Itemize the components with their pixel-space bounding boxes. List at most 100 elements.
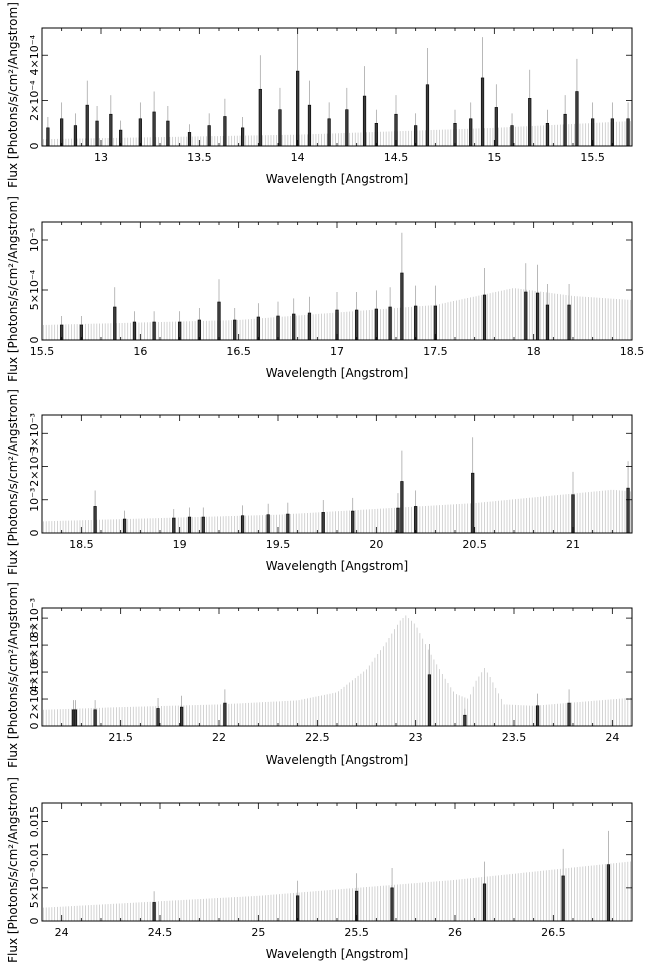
y-axis-label: Flux [Photons/s/cm²/Angstrom] bbox=[6, 389, 20, 575]
x-tick-label: 18 bbox=[527, 345, 541, 358]
x-tick-label: 18.5 bbox=[620, 345, 645, 358]
emission-line-16 bbox=[626, 487, 630, 534]
y-tick-label: 0.01 bbox=[28, 842, 41, 867]
emission-line-1 bbox=[46, 127, 50, 147]
continuum-model bbox=[43, 861, 631, 921]
y-tick-label: 0 bbox=[28, 530, 41, 537]
y-tick-label: 4×10⁻³ bbox=[28, 652, 41, 692]
emission-line-18 bbox=[307, 104, 312, 147]
emission-line-25 bbox=[425, 84, 430, 147]
emission-line-4 bbox=[85, 104, 89, 147]
emission-line-6 bbox=[561, 875, 565, 922]
x-tick-label: 17.5 bbox=[423, 345, 448, 358]
emission-line-30 bbox=[510, 125, 514, 147]
emission-line-10 bbox=[256, 316, 260, 341]
emission-line-5 bbox=[482, 883, 487, 922]
x-tick-label: 19 bbox=[173, 538, 187, 551]
emission-line-5 bbox=[152, 321, 156, 341]
x-tick-label: 19.5 bbox=[266, 538, 291, 551]
x-axis-label: Wavelength [Angstrom] bbox=[266, 366, 408, 380]
y-tick-label: 6×10⁻³ bbox=[28, 625, 41, 665]
emission-line-17 bbox=[296, 70, 300, 147]
y-tick-label: 5×10⁻⁴ bbox=[28, 269, 41, 310]
emission-line-5 bbox=[180, 706, 184, 727]
emission-line-9 bbox=[321, 512, 325, 534]
y-tick-label: 0.015 bbox=[28, 806, 41, 838]
emission-line-12 bbox=[400, 481, 404, 534]
y-tick-label: 2×10⁻³ bbox=[28, 446, 41, 486]
emission-line-2 bbox=[73, 709, 78, 727]
emission-line-4 bbox=[390, 887, 394, 922]
emission-line-2 bbox=[123, 518, 127, 534]
emission-line-10 bbox=[166, 120, 170, 147]
emission-line-27 bbox=[469, 118, 473, 147]
emission-line-5 bbox=[95, 120, 99, 147]
continuum-model bbox=[43, 121, 631, 146]
emission-line-8 bbox=[217, 301, 221, 341]
emission-line-37 bbox=[626, 118, 630, 147]
emission-line-4 bbox=[187, 516, 192, 534]
emission-line-16 bbox=[374, 308, 378, 341]
y-tick-label: 10⁻³ bbox=[28, 488, 41, 512]
x-tick-label: 26 bbox=[448, 926, 462, 939]
panel-4: 21.5 22 22.5 23 23.5 24 0 2×10⁻³4×10⁻³6×10⁻³8×1… bbox=[6, 582, 633, 768]
x-tick-label: 16.5 bbox=[226, 345, 251, 358]
y-axis-label: Flux [Photons/s/cm²/Angstrom] bbox=[6, 777, 20, 963]
panel-5: 24 24.5 25 25.5 26 26.5 0 5×10⁻³0.01 0.015 Wavele… bbox=[6, 777, 633, 963]
emission-line-21 bbox=[362, 95, 367, 147]
x-axis-label: Wavelength [Angstrom] bbox=[266, 172, 408, 186]
emission-line-2 bbox=[296, 895, 300, 922]
emission-line-9 bbox=[535, 705, 540, 727]
x-tick-label: 13 bbox=[94, 151, 108, 164]
x-tick-label: 15.5 bbox=[30, 345, 55, 358]
emission-line-3 bbox=[113, 306, 117, 341]
emission-line-28 bbox=[480, 77, 485, 147]
emission-line-8 bbox=[138, 118, 142, 147]
continuum-model bbox=[43, 615, 631, 726]
x-tick-label: 21 bbox=[566, 538, 580, 551]
emission-line-13 bbox=[307, 312, 312, 341]
emission-line-13 bbox=[223, 116, 227, 147]
emission-line-22 bbox=[374, 123, 378, 147]
y-tick-label: 0 bbox=[28, 918, 41, 925]
x-tick-label: 15.5 bbox=[580, 151, 605, 164]
emission-line-10 bbox=[567, 702, 571, 727]
emission-line-6 bbox=[241, 515, 245, 534]
emission-line-31 bbox=[528, 98, 532, 147]
emission-line-17 bbox=[388, 306, 392, 341]
emission-line-24 bbox=[414, 125, 418, 147]
panel-2: 15.5 16 16.5 17 17.5 18 18.5 0 5×10⁻⁴ 10⁻³ Wavelen… bbox=[6, 196, 644, 382]
y-tick-label: 2×10⁻⁴ bbox=[28, 80, 41, 121]
x-tick-label: 14.5 bbox=[384, 151, 409, 164]
emission-line-25 bbox=[567, 304, 571, 341]
emission-line-8 bbox=[286, 513, 290, 534]
emission-line-7 bbox=[427, 674, 432, 727]
emission-line-7 bbox=[266, 514, 270, 534]
emission-line-11 bbox=[276, 315, 280, 341]
x-tick-label: 15 bbox=[487, 151, 501, 164]
x-tick-label: 26.5 bbox=[541, 926, 566, 939]
emission-line-24 bbox=[545, 304, 550, 341]
emission-line-3 bbox=[93, 709, 97, 727]
emission-line-9 bbox=[152, 111, 156, 147]
y-axis-label: Flux [Photons/s/cm²/Angstrom] bbox=[6, 196, 20, 382]
emission-line-15 bbox=[355, 309, 359, 341]
x-tick-label: 14 bbox=[291, 151, 305, 164]
emission-line-36 bbox=[610, 118, 614, 147]
continuum-model bbox=[43, 489, 631, 533]
emission-line-19 bbox=[414, 305, 418, 341]
x-tick-label: 20 bbox=[369, 538, 383, 551]
emission-line-3 bbox=[73, 125, 78, 147]
x-tick-label: 24 bbox=[605, 731, 619, 744]
y-axis-label: Flux [Photons/s/cm²/Angstrom] bbox=[6, 582, 20, 768]
x-tick-label: 21.5 bbox=[108, 731, 133, 744]
emission-line-10 bbox=[351, 510, 355, 534]
y-tick-label: 10⁻³ bbox=[28, 228, 41, 252]
x-axis-label: Wavelength [Angstrom] bbox=[266, 753, 408, 767]
emission-line-23 bbox=[535, 292, 540, 341]
y-axis-label: Flux [Photons/s/cm²/Angstrom] bbox=[6, 2, 20, 188]
emission-line-14 bbox=[241, 127, 245, 147]
emission-line-12 bbox=[207, 125, 211, 147]
x-tick-label: 23 bbox=[409, 731, 423, 744]
